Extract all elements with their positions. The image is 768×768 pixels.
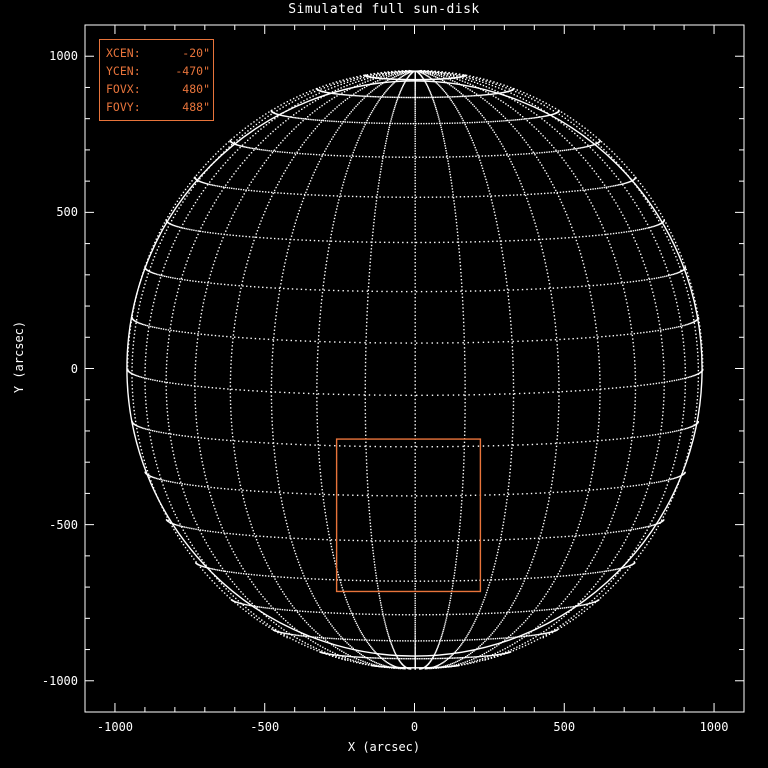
legend-row: XCEN: -20" xyxy=(106,44,213,62)
y-tick-label: -1000 xyxy=(41,673,78,688)
fov-info-legend: XCEN: -20" YCEN: -470" FOVX: 480" FOVY: … xyxy=(99,39,214,121)
legend-key: YCEN: xyxy=(106,64,141,78)
heliographic-grid xyxy=(126,69,704,670)
solar-limb xyxy=(126,80,703,657)
y-tick-label: 1000 xyxy=(49,49,78,64)
y-tick-label: 500 xyxy=(56,205,78,220)
legend-row: FOVY: 488" xyxy=(106,98,213,116)
x-tick-label: -500 xyxy=(250,720,280,734)
legend-row: FOVX: 480" xyxy=(106,80,213,98)
legend-value: 488" xyxy=(182,100,210,114)
x-tick-label: 0 xyxy=(410,720,419,734)
legend-key: FOVY: xyxy=(106,100,141,114)
x-axis-label: X (arcsec) xyxy=(347,740,421,754)
x-tick-label: 500 xyxy=(553,720,576,734)
x-tick-label: 1000 xyxy=(699,720,729,734)
legend-value: -470" xyxy=(175,64,210,78)
legend-value: 480" xyxy=(182,82,210,96)
legend-row: YCEN: -470" xyxy=(106,62,213,80)
legend-key: FOVX: xyxy=(106,82,141,96)
legend-value: -20" xyxy=(182,46,210,60)
x-tick-label: -1000 xyxy=(96,720,134,734)
y-tick-label: 0 xyxy=(70,361,78,376)
legend-key: XCEN: xyxy=(106,46,141,60)
y-tick-label: -500 xyxy=(49,517,78,532)
page-title: Simulated full sun-disk xyxy=(288,2,480,17)
fov-box xyxy=(335,438,482,593)
